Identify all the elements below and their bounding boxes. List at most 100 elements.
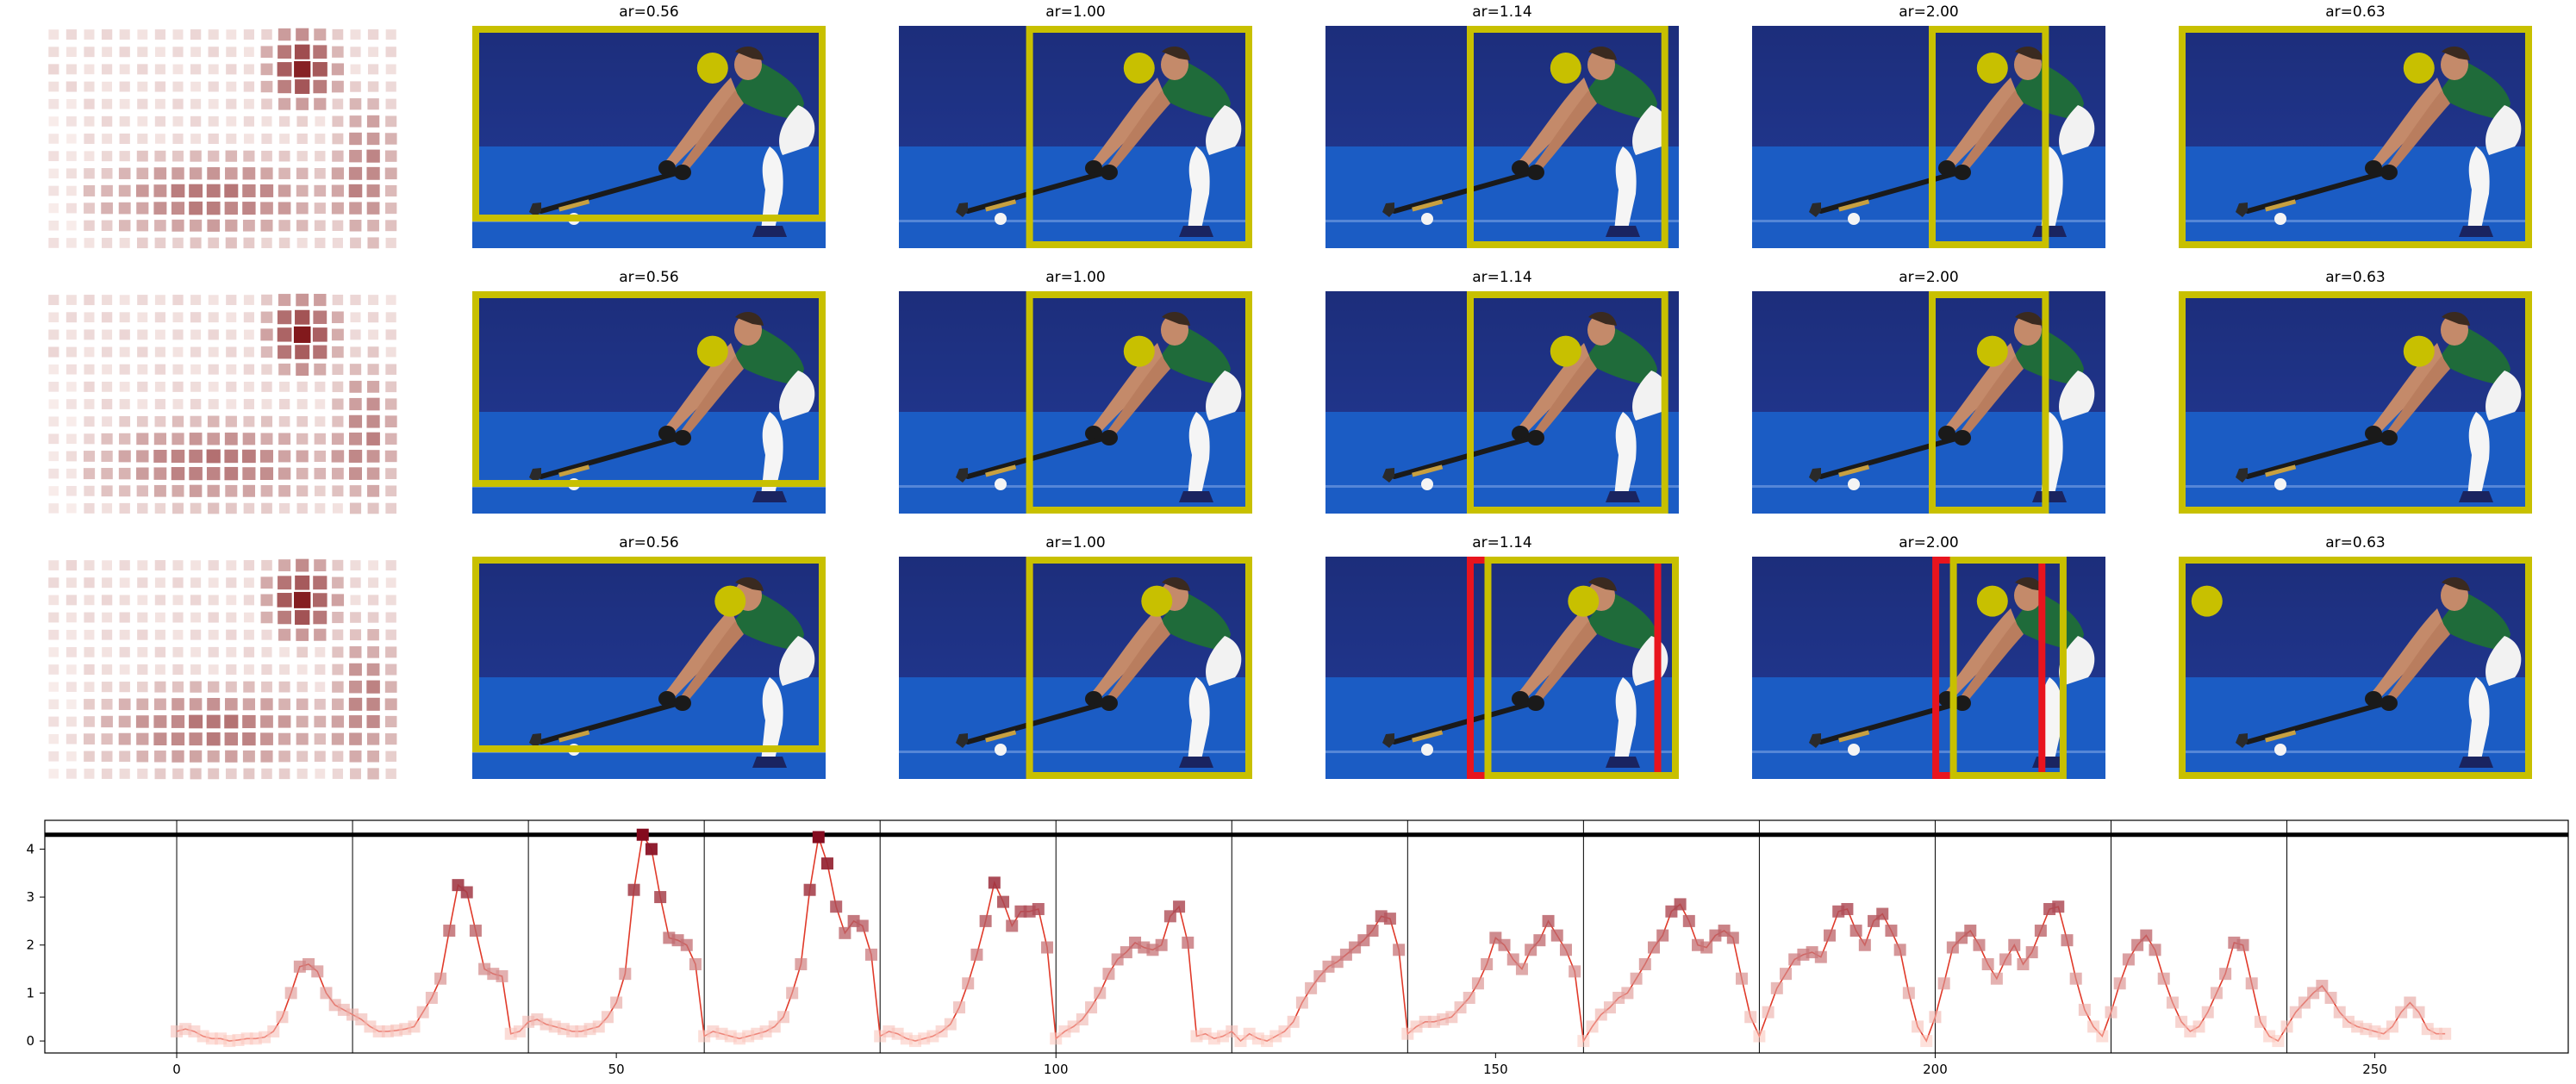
heatmap-cell <box>101 485 113 497</box>
heatmap-cell <box>225 768 237 780</box>
heatmap-cell <box>48 751 59 762</box>
data-point-marker <box>1295 996 1308 1009</box>
data-point-marker <box>1647 941 1660 954</box>
heatmap-cell <box>260 311 273 323</box>
heatmap-cell <box>278 363 291 376</box>
data-point-marker <box>1550 929 1563 942</box>
heatmap-cell <box>243 646 255 657</box>
heatmap-cell <box>102 237 113 248</box>
heatmap-cell <box>190 98 202 109</box>
heatmap-cell <box>172 134 184 144</box>
heatmap-cell <box>65 116 77 127</box>
heatmap-cell <box>208 646 219 657</box>
data-point-marker <box>1498 938 1511 951</box>
heatmap-cell <box>84 663 95 676</box>
data-point-marker <box>2298 996 2311 1009</box>
data-point-marker <box>434 972 447 985</box>
heatmap-cell <box>278 698 290 711</box>
data-point-marker <box>1163 910 1176 923</box>
heatmap-cell <box>332 364 344 376</box>
heatmap-cell <box>84 220 95 231</box>
selected-crop-box <box>2179 291 2532 514</box>
data-point-marker <box>1094 987 1107 1000</box>
heatmap-cell <box>278 768 290 780</box>
data-point-marker <box>654 891 667 904</box>
heatmap-cell <box>172 577 184 589</box>
athlete-photo <box>472 557 826 779</box>
data-point-marker <box>777 1011 789 1024</box>
heatmap-cell <box>48 185 59 196</box>
heatmap-cell <box>367 98 379 110</box>
heatmap-cell <box>101 468 113 480</box>
heatmap-cell <box>348 166 363 180</box>
data-point-marker <box>2008 938 2021 951</box>
heatmap-cell <box>350 577 361 589</box>
y-tick-label: 3 <box>26 889 34 905</box>
heatmap-cell <box>136 433 149 445</box>
heatmap-cell <box>102 629 113 640</box>
heatmap-cell <box>314 363 327 376</box>
heatmap-cell <box>296 646 309 658</box>
heatmap-cell <box>242 484 256 497</box>
heatmap-cell <box>385 346 396 358</box>
data-point-marker <box>1893 944 1906 956</box>
focus-point-dot <box>1550 335 1581 367</box>
y-tick-label: 0 <box>26 1033 34 1049</box>
heatmap-cell <box>243 312 254 323</box>
data-point-marker <box>689 958 702 971</box>
heatmap-cell <box>367 346 379 358</box>
heatmap-cell <box>277 327 292 342</box>
data-point-marker <box>1383 913 1396 925</box>
heatmap-cell <box>119 612 130 623</box>
heatmap-cell <box>224 449 239 464</box>
heatmap-cell <box>315 399 326 409</box>
heatmap-cell <box>296 167 309 179</box>
heatmap-cell <box>189 714 203 729</box>
data-point-marker <box>2333 1006 2346 1019</box>
heatmap-cell <box>260 219 273 232</box>
data-point-marker <box>2166 996 2179 1009</box>
heatmap-cell <box>313 45 327 59</box>
heatmap-cell <box>331 328 344 341</box>
heatmap-cell <box>65 295 77 305</box>
aspect-ratio-label: ar=1.00 <box>1045 534 1106 551</box>
data-point-marker <box>2324 991 2337 1004</box>
data-point-marker <box>1674 898 1687 911</box>
athlete-photo <box>1752 557 2105 779</box>
heatmap-cell <box>296 293 309 307</box>
heatmap-cell <box>243 364 255 375</box>
data-point-marker <box>276 1011 289 1024</box>
heatmap-cell <box>84 202 95 214</box>
heatmap-cell <box>66 238 77 248</box>
data-point-marker <box>1577 1035 1590 1048</box>
athlete-scene-icon <box>472 557 826 779</box>
heatmap-cell <box>349 663 362 676</box>
heatmap-cell <box>190 64 202 75</box>
heatmap-cell <box>136 485 148 497</box>
heatmap-cell <box>243 415 255 427</box>
heatmap-cell <box>243 98 254 109</box>
heatmap-cell <box>243 681 255 693</box>
heatmap-cell <box>366 132 380 146</box>
heatmap-cell <box>350 560 361 570</box>
heatmap-cell <box>313 310 327 324</box>
heatmap-cell <box>224 466 239 481</box>
heatmap-cell <box>349 732 362 745</box>
data-point-marker <box>768 1020 781 1033</box>
heatmap-cell <box>84 29 95 40</box>
heatmap-cell <box>349 750 362 763</box>
heatmap-cell <box>279 664 290 675</box>
aspect-ratio-label: ar=2.00 <box>1899 3 1959 21</box>
heatmap-cell <box>84 577 95 589</box>
heatmap-cell <box>189 449 203 464</box>
heatmap-cell <box>48 168 59 178</box>
heatmap-cell <box>102 329 113 340</box>
focus-point-dot <box>1123 53 1155 84</box>
heatmap-cell <box>261 399 272 409</box>
heatmap-cell <box>137 595 148 606</box>
heatmap-cell <box>118 467 131 480</box>
heatmap-cell <box>385 47 396 58</box>
heatmap-cell <box>278 715 291 728</box>
heatmap-cell <box>225 415 237 427</box>
data-point-marker <box>2254 1015 2267 1028</box>
